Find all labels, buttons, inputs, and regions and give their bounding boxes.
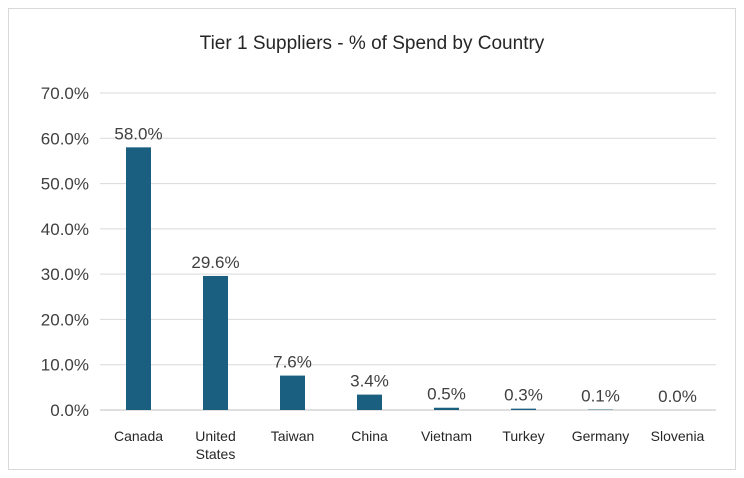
data-labels: 58.0% 29.6% 7.6% 3.4% 0.5% 0.3% 0.1% 0.0% <box>114 124 696 406</box>
bar <box>434 407 459 410</box>
y-tick-label: 60.0% <box>41 129 89 148</box>
data-label: 58.0% <box>114 124 162 143</box>
x-category-label: Vietnam <box>421 428 472 444</box>
y-tick-label: 0.0% <box>50 401 89 420</box>
chart-title: Tier 1 Suppliers - % of Spend by Country <box>199 33 545 54</box>
data-label: 0.1% <box>581 387 620 406</box>
bar <box>357 394 382 410</box>
data-label: 3.4% <box>350 372 389 391</box>
bar <box>203 275 228 410</box>
x-category-label-line: Taiwan <box>271 428 315 444</box>
y-tick-label: 50.0% <box>41 175 89 194</box>
x-category-label: Canada <box>114 428 163 444</box>
y-tick-label: 10.0% <box>41 356 89 375</box>
data-label: 0.3% <box>504 386 543 405</box>
x-category-label: United States <box>195 428 235 462</box>
x-category-label: China <box>351 428 388 444</box>
x-category-label: Taiwan <box>271 428 315 444</box>
x-category-label-line: States <box>196 446 236 462</box>
x-category-label-line: Turkey <box>502 428 544 444</box>
data-label: 0.5% <box>427 385 466 404</box>
bar <box>126 147 151 411</box>
y-tick-label: 70.0% <box>41 84 89 103</box>
x-category-label-line: China <box>351 428 388 444</box>
x-category-label: Germany <box>572 428 630 444</box>
data-label: 29.6% <box>191 253 239 272</box>
x-category-label: Slovenia <box>651 428 705 444</box>
y-tick-label: 40.0% <box>41 220 89 239</box>
bar <box>511 408 536 410</box>
x-axis-category-labels: Canada United States Taiwan China Vietnam Turk… <box>114 428 705 462</box>
y-tick-label: 20.0% <box>41 310 89 329</box>
gridlines <box>100 92 716 411</box>
x-category-label-line: Germany <box>572 428 630 444</box>
data-label: 7.6% <box>273 353 312 372</box>
bar <box>280 375 305 410</box>
bars <box>126 147 613 411</box>
data-label: 0.0% <box>658 387 697 406</box>
x-category-label-line: Slovenia <box>651 428 705 444</box>
x-category-label: Turkey <box>502 428 544 444</box>
x-category-label-line: Canada <box>114 428 163 444</box>
x-category-label-line: United <box>195 428 235 444</box>
y-tick-label: 30.0% <box>41 265 89 284</box>
x-category-label-line: Vietnam <box>421 428 472 444</box>
y-axis-tick-labels: 0.0% 10.0% 20.0% 30.0% 40.0% 50.0% 60.0% 70.0% <box>41 84 89 420</box>
